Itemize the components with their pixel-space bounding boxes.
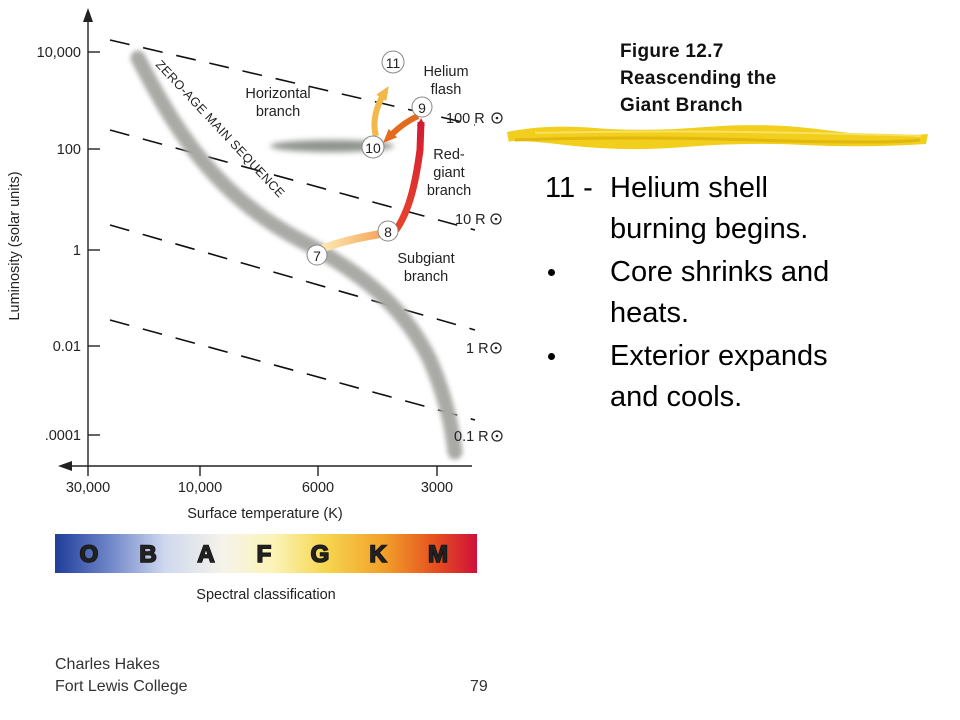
horizontal-branch-label-2: branch — [256, 104, 300, 120]
footer-author: Charles Hakes Fort Lewis College — [55, 654, 188, 698]
x-axis-arrow — [58, 461, 72, 471]
bullet-text-line-1: Helium shell — [610, 172, 768, 204]
bullet-text-line-2: heats. — [610, 297, 689, 329]
figure-title-line-2: Reascending the — [620, 68, 777, 89]
radius-label-100: 100 R — [446, 111, 503, 127]
plot-area — [88, 30, 472, 466]
stage-markers: 7 8 9 10 11 — [306, 50, 433, 266]
x-tick-label: 30,000 — [66, 480, 110, 496]
bullet-item: Exterior expands and cools. — [545, 336, 945, 418]
bullet-list: 11 - Helium shell burning begins. Core sh… — [545, 168, 945, 420]
stage-10: 10 — [361, 135, 385, 159]
subgiant-label-1: Subgiant — [397, 251, 454, 267]
footer-page-number: 79 — [470, 678, 488, 695]
bullet-dot-icon — [548, 269, 555, 276]
footer-author-institution: Fort Lewis College — [55, 678, 188, 695]
spectral-class-o: O — [80, 541, 99, 568]
figure-title: Figure 12.7 Reascending the Giant Branch — [620, 38, 880, 119]
svg-text:10: 10 — [365, 140, 381, 156]
x-axis-title: Surface temperature (K) — [187, 506, 343, 522]
bullet-text-line-1: Core shrinks and — [610, 256, 830, 288]
bullet-item: Core shrinks and heats. — [545, 252, 945, 334]
x-tick-label: 3000 — [421, 480, 453, 496]
highlighter-underline — [507, 125, 928, 150]
spectral-band — [55, 534, 477, 573]
spectral-class-k: K — [369, 541, 387, 568]
horizontal-branch-track — [371, 86, 389, 137]
radius-line-0.1 — [109, 319, 476, 421]
stage-11: 11 — [381, 50, 405, 74]
radius-line-10 — [109, 129, 476, 231]
horizontal-branch-label-1: Horizontal — [245, 86, 310, 102]
red-giant-track — [393, 118, 425, 233]
helium-flash-track — [383, 113, 420, 143]
radius-labels: 100 R 10 R 1 R 0.1 R — [446, 111, 503, 445]
footer-author-name: Charles Hakes — [55, 656, 160, 673]
x-tick-label: 10,000 — [178, 480, 222, 496]
red-giant-label-2: giant — [433, 165, 464, 181]
svg-text:1 R: 1 R — [466, 341, 489, 357]
bullet-dot-icon — [548, 353, 555, 360]
helium-flash-label-1: Helium — [423, 64, 468, 80]
svg-text:0.1 R: 0.1 R — [454, 429, 489, 445]
bullet-text-line-2: and cools. — [610, 381, 743, 413]
y-axis-arrow — [83, 8, 93, 22]
svg-text:100 R: 100 R — [446, 111, 485, 127]
svg-text:10 R: 10 R — [455, 212, 486, 228]
y-tick-label: 100 — [57, 142, 81, 158]
main-sequence-band — [130, 50, 463, 460]
svg-text:8: 8 — [384, 224, 392, 240]
hr-diagram: 7 8 9 10 11 ZERO-AGE MAIN SEQUENCE Horiz… — [7, 8, 503, 603]
stage-8: 8 — [377, 220, 399, 242]
spectral-label: Spectral classification — [196, 587, 335, 603]
radius-line-1 — [109, 224, 476, 331]
spectral-class-m: M — [428, 541, 448, 568]
helium-flash-label-2: flash — [431, 82, 462, 98]
spectral-class-a: A — [197, 541, 214, 568]
red-giant-label-3: branch — [427, 183, 471, 199]
y-axis-title: Luminosity (solar units) — [7, 171, 23, 320]
radius-label-10: 10 R — [455, 212, 502, 228]
svg-text:11: 11 — [386, 55, 401, 71]
x-tick-label: 6000 — [302, 480, 334, 496]
figure-title-line-1: Figure 12.7 — [620, 41, 724, 62]
subgiant-label-2: branch — [404, 269, 448, 285]
bullet-text-line-2: burning begins. — [610, 213, 809, 245]
spectral-class-f: F — [257, 541, 272, 568]
stage-7: 7 — [306, 244, 328, 266]
svg-text:7: 7 — [313, 248, 321, 264]
radius-label-1: 1 R — [466, 341, 502, 357]
spectral-class-b: B — [139, 541, 156, 568]
y-tick-label: 0.01 — [53, 339, 81, 355]
red-giant-label-1: Red- — [433, 147, 465, 163]
stage-9: 9 — [411, 96, 433, 118]
radius-label-0.1: 0.1 R — [454, 429, 503, 445]
svg-text:9: 9 — [418, 100, 426, 116]
bullet-item: 11 - Helium shell burning begins. — [545, 168, 945, 250]
y-tick-label: .0001 — [45, 428, 81, 444]
spectral-class-g: G — [311, 541, 330, 568]
y-tick-label: 1 — [73, 243, 81, 259]
bullet-text-line-1: Exterior expands — [610, 340, 828, 372]
figure-title-line-3: Giant Branch — [620, 95, 743, 116]
bullet-number: 11 - — [545, 172, 593, 204]
y-tick-label: 10,000 — [37, 45, 81, 61]
